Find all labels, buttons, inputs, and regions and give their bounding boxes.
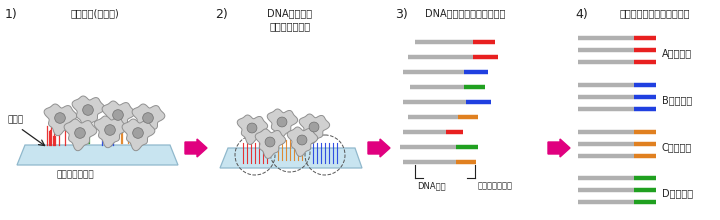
Text: 3): 3) [395, 8, 408, 21]
Text: バーコード付加: バーコード付加 [269, 21, 310, 31]
Text: 1): 1) [5, 8, 18, 21]
Polygon shape [44, 104, 77, 136]
Polygon shape [72, 96, 105, 128]
Circle shape [247, 123, 257, 133]
Circle shape [297, 135, 307, 145]
Text: バーコード配列による分類: バーコード配列による分類 [620, 8, 690, 18]
Polygon shape [287, 127, 318, 156]
Circle shape [75, 128, 85, 138]
Polygon shape [237, 115, 268, 145]
Polygon shape [94, 116, 127, 148]
Polygon shape [64, 119, 96, 151]
Text: D区画由来: D区画由来 [662, 188, 693, 198]
Polygon shape [267, 109, 297, 138]
Polygon shape [17, 145, 178, 165]
Polygon shape [220, 148, 362, 168]
Text: 載せる: 載せる [8, 116, 24, 125]
Text: バーコード基板: バーコード基板 [56, 170, 94, 179]
FancyArrow shape [185, 139, 207, 157]
Circle shape [143, 113, 153, 123]
Text: A区画由来: A区画由来 [662, 48, 692, 58]
Circle shape [277, 117, 287, 127]
Circle shape [83, 105, 94, 115]
Circle shape [265, 137, 275, 147]
Text: バーコード配列: バーコード配列 [478, 181, 513, 190]
Polygon shape [255, 129, 286, 158]
Polygon shape [102, 101, 135, 133]
Text: C区画由来: C区画由来 [662, 142, 692, 152]
Text: DNA試料の回収と配列解析: DNA試料の回収と配列解析 [425, 8, 505, 18]
Text: 4): 4) [575, 8, 588, 21]
Polygon shape [132, 104, 165, 136]
Circle shape [55, 113, 66, 123]
Text: DNA配列: DNA配列 [417, 181, 446, 190]
Circle shape [309, 122, 319, 132]
Circle shape [132, 128, 143, 138]
Text: B区画由来: B区画由来 [662, 95, 692, 105]
Circle shape [113, 110, 123, 120]
Circle shape [104, 125, 115, 135]
Polygon shape [300, 114, 330, 143]
FancyArrow shape [368, 139, 390, 157]
Text: DNA分子への: DNA分子への [267, 8, 312, 18]
Polygon shape [122, 119, 155, 151]
Text: 2): 2) [215, 8, 228, 21]
FancyArrow shape [548, 139, 570, 157]
Text: 組織切片(細胞塡): 組織切片(細胞塡) [71, 8, 120, 18]
